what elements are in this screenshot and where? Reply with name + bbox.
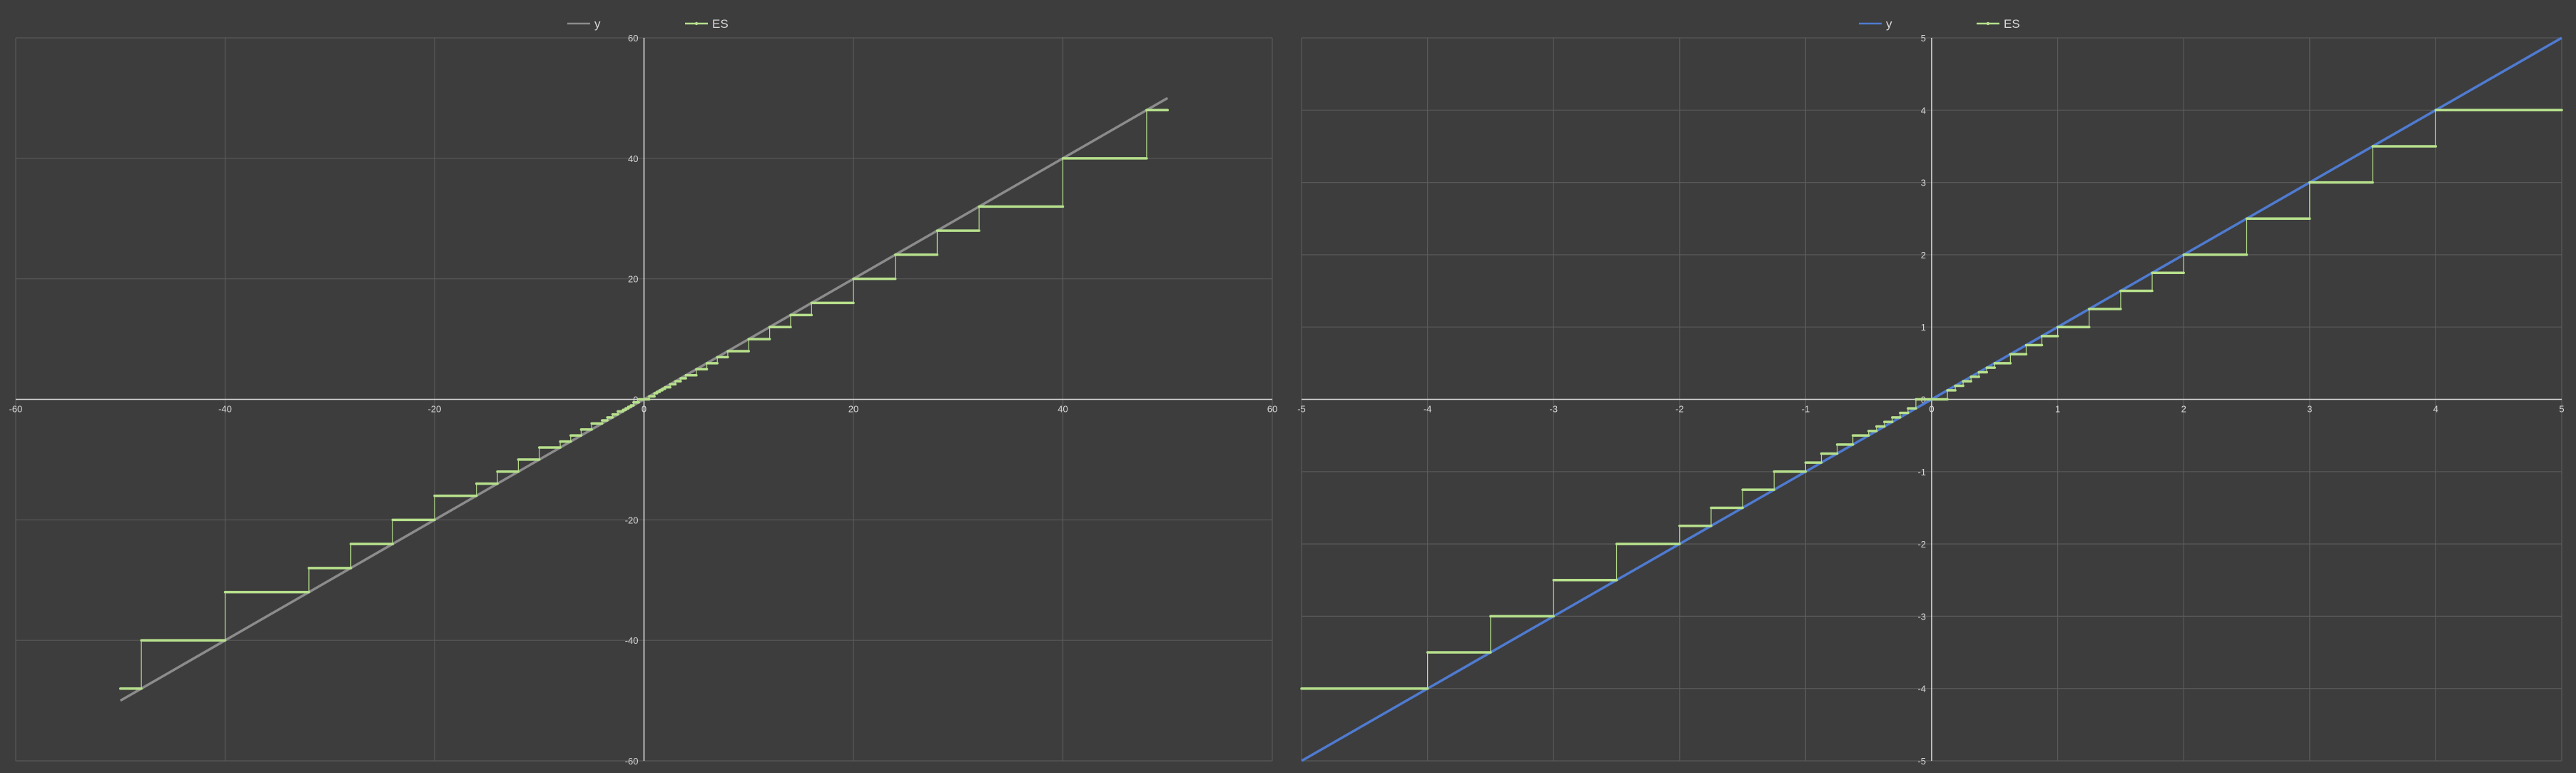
- x-tick-label-right-6: 1: [2055, 404, 2060, 415]
- x-tick-label-left-1: -40: [218, 404, 232, 415]
- y-tick-label-right-9: 4: [1921, 105, 1926, 116]
- x-tick-label-left-0: -60: [9, 404, 23, 415]
- x-tick-label-right-10: 5: [2559, 404, 2564, 415]
- y-tick-label-right-6: 1: [1921, 322, 1926, 333]
- x-tick-label-left-2: -20: [428, 404, 442, 415]
- series-es-right: [1300, 108, 2563, 690]
- y-tick-label-left-2: -20: [625, 515, 639, 525]
- y-tick-label-left-0: -60: [625, 756, 639, 767]
- y-tick-label-left-3: 0: [633, 395, 638, 405]
- x-tick-label-left-4: 20: [848, 404, 858, 415]
- y-tick-label-right-0: -5: [1917, 756, 1926, 767]
- x-tick-label-left-6: 60: [1267, 404, 1277, 415]
- y-tick-label-right-10: 5: [1921, 33, 1926, 44]
- legend-label-es: ES: [2004, 17, 2020, 31]
- legend-marker-es: [694, 21, 699, 26]
- x-tick-label-left-5: 40: [1058, 404, 1068, 415]
- x-tick-label-right-4: -1: [1802, 404, 1810, 415]
- x-tick-label-left-3: 0: [642, 404, 646, 415]
- y-tick-label-right-4: -1: [1917, 467, 1926, 478]
- y-tick-label-right-2: -3: [1917, 611, 1926, 622]
- x-tick-label-right-3: -2: [1675, 404, 1684, 415]
- y-tick-label-left-5: 40: [628, 153, 638, 164]
- series-es-left: [119, 108, 1169, 690]
- legend-left: y ES: [567, 17, 729, 31]
- chart-panel-left: -60 -40 -20 0 20 40 60 -60 -40 -20 0 20 40 60 y ES: [9, 17, 1278, 767]
- y-tick-label-right-3: -2: [1917, 539, 1926, 550]
- y-tick-label-left-6: 60: [628, 33, 638, 44]
- legend-marker-es: [1986, 21, 1990, 26]
- legend-label-es: ES: [712, 17, 729, 31]
- y-tick-label-left-1: -40: [625, 635, 639, 646]
- y-tick-label-right-7: 2: [1921, 250, 1926, 261]
- legend-right: y ES: [1859, 17, 2020, 31]
- x-tick-label-right-2: -3: [1549, 404, 1558, 415]
- y-tick-label-right-1: -4: [1917, 684, 1926, 694]
- x-tick-label-right-1: -4: [1424, 404, 1432, 415]
- x-tick-label-right-5: 0: [1929, 404, 1934, 415]
- legend-label-y: y: [594, 17, 601, 31]
- x-tick-label-right-0: -5: [1297, 404, 1306, 415]
- chart-svg-left: -60 -40 -20 0 20 40 60 -60 -40 -20 0 20 40 60 y ES: [9, 17, 1278, 767]
- x-tick-label-right-8: 3: [2307, 404, 2312, 415]
- x-tick-label-right-7: 2: [2181, 404, 2186, 415]
- x-tick-label-right-9: 4: [2433, 404, 2438, 415]
- y-tick-label-right-8: 3: [1921, 178, 1926, 188]
- legend-label-y: y: [1886, 17, 1892, 31]
- y-tick-label-left-4: 20: [628, 274, 638, 285]
